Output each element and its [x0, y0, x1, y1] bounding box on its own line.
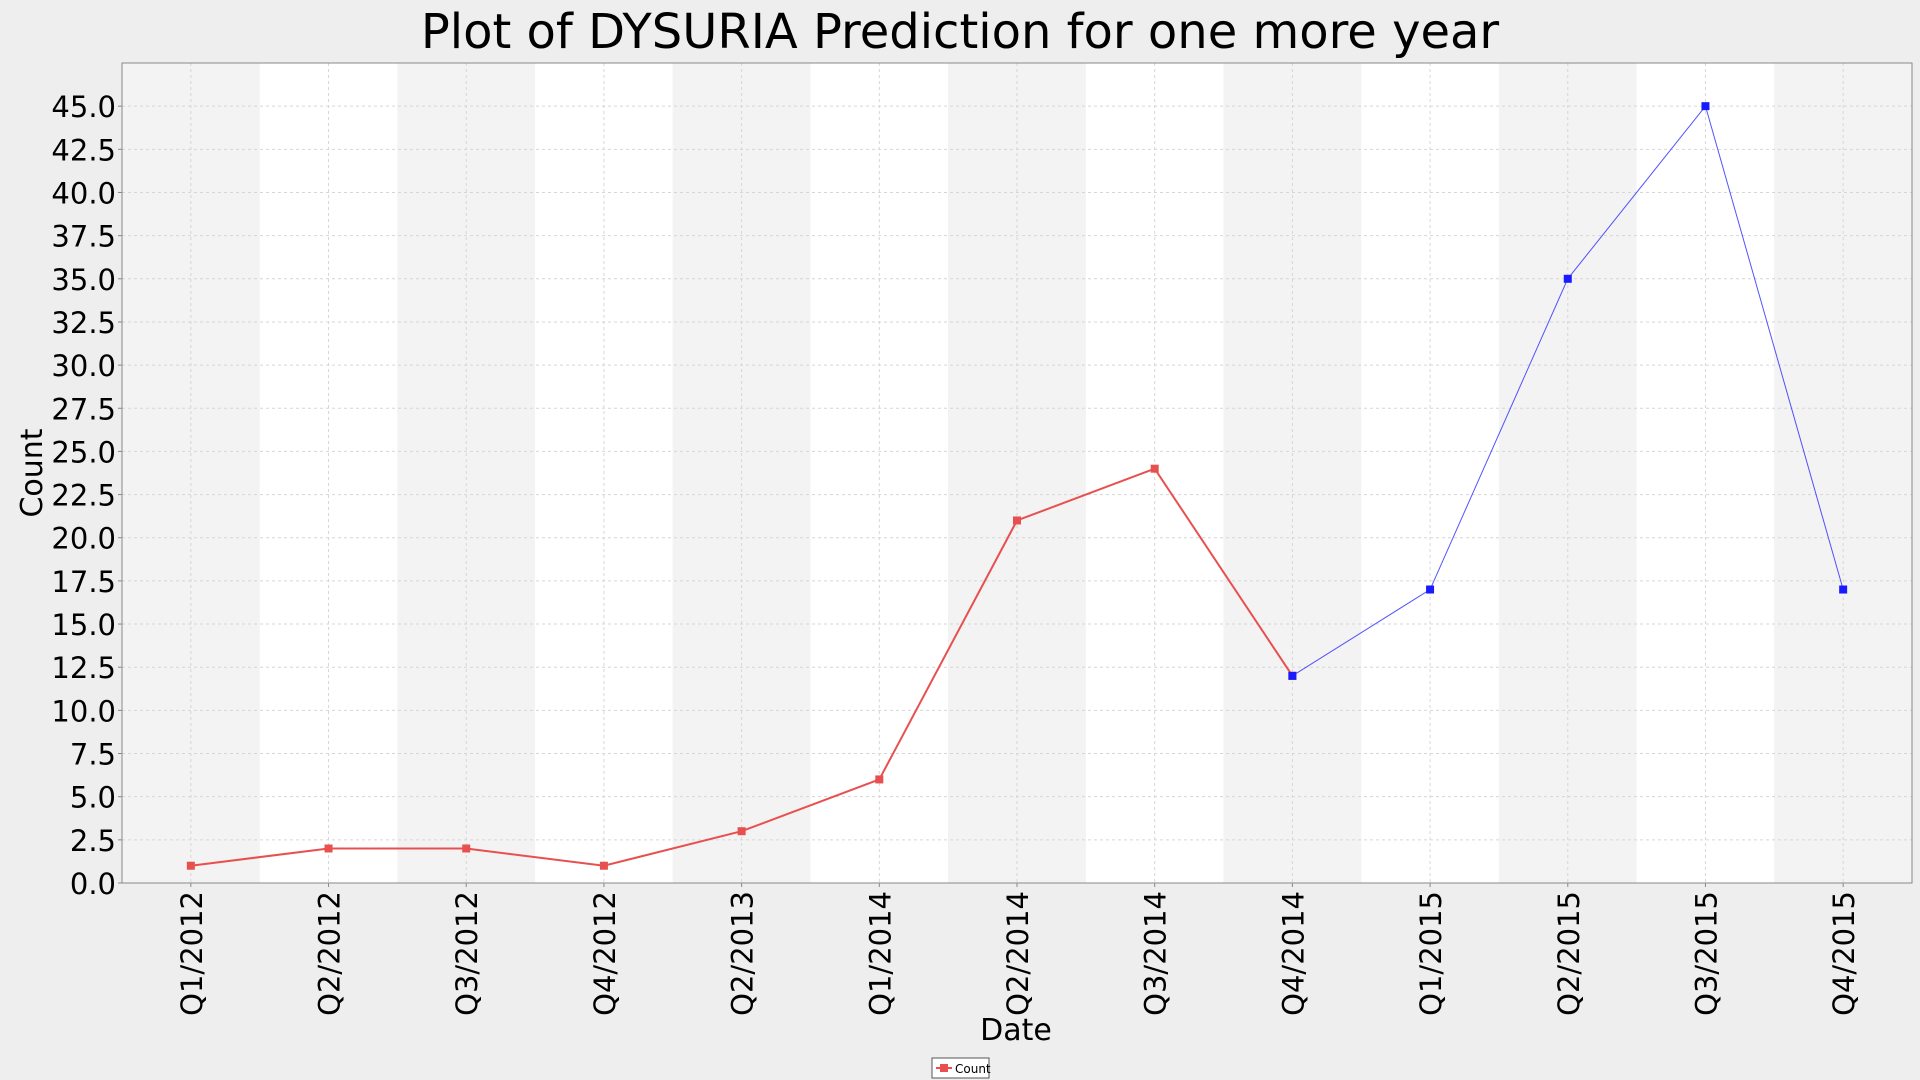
- x-axis: Q1/2012 Q2/2012 Q3/2012 Q4/2012 Q2/2013 Q1/20…: [175, 883, 1861, 1016]
- y-tick-label: 45.0: [51, 90, 116, 124]
- data-point: [1013, 516, 1021, 525]
- data-point: [875, 775, 884, 784]
- x-tick-label: Q3/2012: [450, 891, 484, 1016]
- y-tick-label: 37.5: [51, 220, 116, 254]
- data-point: [1426, 585, 1435, 594]
- x-tick-label: Q2/2014: [1001, 891, 1035, 1016]
- data-point: [324, 844, 333, 853]
- y-tick-label: 20.0: [51, 522, 116, 556]
- legend-box: [931, 1057, 990, 1079]
- data-point: [599, 861, 608, 870]
- data-point: [737, 827, 746, 836]
- x-tick-label: Q2/2015: [1552, 891, 1586, 1016]
- x-tick-label: Q4/2014: [1276, 891, 1310, 1016]
- data-point: [1701, 102, 1710, 111]
- x-tick-label: Q2/2013: [726, 891, 760, 1016]
- x-tick-label: Q2/2012: [313, 891, 347, 1016]
- y-tick-label: 15.0: [51, 608, 116, 642]
- y-tick-label: 5.0: [70, 781, 116, 815]
- data-point: [1288, 671, 1297, 680]
- y-tick-label: 40.0: [51, 176, 116, 210]
- x-tick-label: Q1/2012: [175, 891, 209, 1016]
- x-tick-label: Q1/2014: [863, 891, 897, 1016]
- y-tick-label: 25.0: [51, 435, 116, 469]
- y-tick-label: 7.5: [70, 738, 116, 772]
- x-tick-label: Q4/2015: [1827, 891, 1861, 1016]
- legend-swatch-marker: [940, 1064, 948, 1072]
- data-point: [462, 844, 471, 853]
- data-point: [186, 861, 195, 870]
- x-tick-label: Q3/2015: [1689, 891, 1723, 1016]
- chart-title: Plot of DYSURIA Prediction for one more …: [421, 4, 1500, 60]
- y-tick-label: 35.0: [51, 263, 116, 297]
- y-tick-label: 0.0: [70, 867, 116, 901]
- y-tick-label: 22.5: [51, 479, 116, 513]
- y-axis: 0.0 2.5 5.0 7.5 10.0 12.5 15.0 17.5 20.0 22.5 25.0…: [51, 90, 122, 901]
- y-tick-label: 32.5: [51, 306, 116, 340]
- x-axis-label: Date: [980, 1013, 1052, 1048]
- data-point: [1563, 274, 1572, 283]
- data-point: [1839, 585, 1848, 594]
- legend: Count: [931, 1057, 991, 1079]
- x-tick-label: Q1/2015: [1414, 891, 1448, 1016]
- legend-label: Count: [955, 1062, 991, 1076]
- y-tick-label: 12.5: [51, 651, 116, 685]
- y-tick-label: 42.5: [51, 133, 116, 167]
- y-axis-label: Count: [15, 428, 50, 517]
- y-tick-label: 27.5: [51, 392, 116, 426]
- y-tick-label: 30.0: [51, 349, 116, 383]
- y-tick-label: 10.0: [51, 694, 116, 728]
- data-point: [1150, 464, 1159, 473]
- y-tick-label: 17.5: [51, 565, 116, 599]
- x-tick-label: Q4/2012: [588, 891, 622, 1016]
- x-tick-label: Q3/2014: [1139, 891, 1173, 1016]
- y-tick-label: 2.5: [70, 824, 116, 858]
- gridlines: [122, 63, 1912, 884]
- series-layer: [186, 102, 1848, 870]
